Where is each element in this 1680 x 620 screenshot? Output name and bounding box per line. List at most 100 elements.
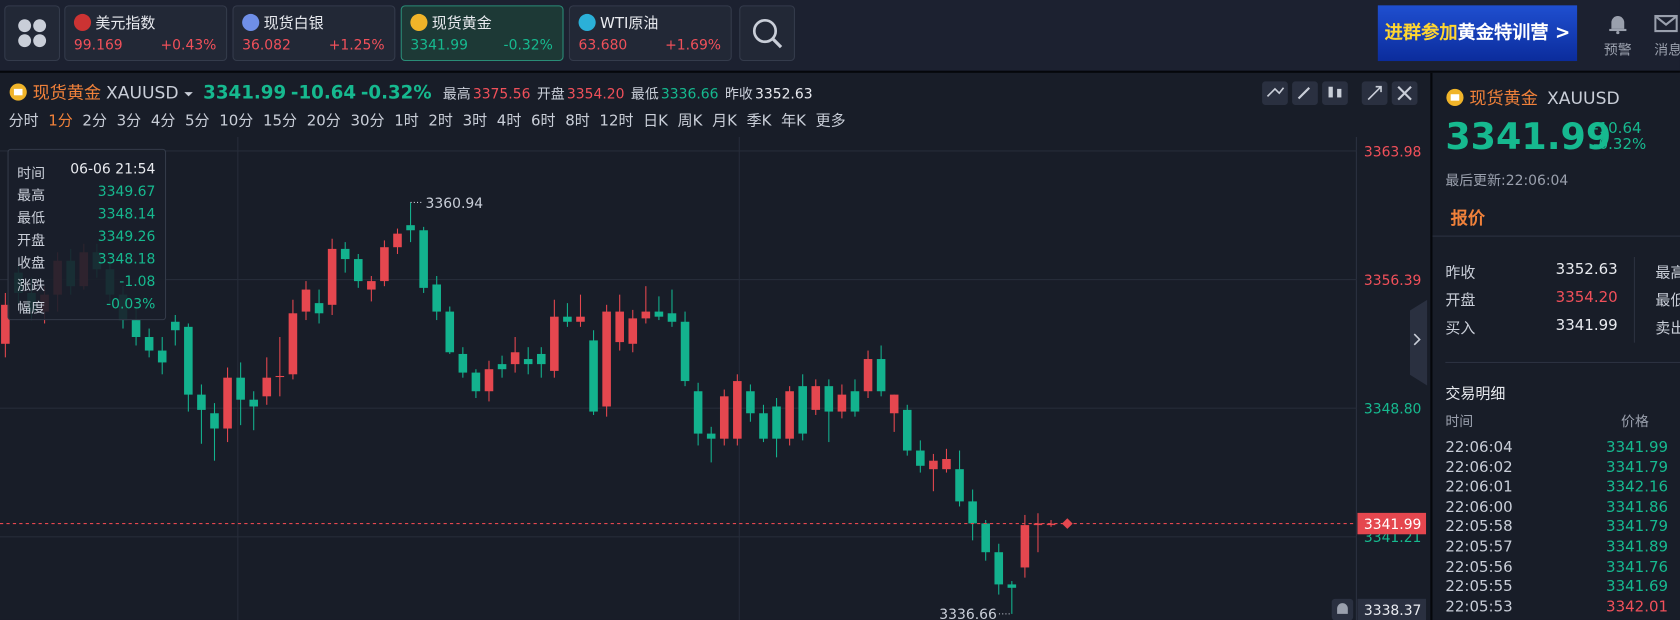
candle-body bbox=[719, 396, 729, 439]
period-tab[interactable]: 3分 bbox=[116, 112, 142, 130]
tool-button[interactable] bbox=[1262, 81, 1288, 105]
trade-time: 22:06:02 bbox=[1445, 458, 1513, 477]
candle-body bbox=[367, 281, 376, 290]
ticker-card[interactable]: 现货白银 36.082 +1.25% bbox=[232, 5, 396, 62]
period-tab[interactable]: 10分 bbox=[219, 112, 254, 130]
period-tab[interactable]: 15分 bbox=[262, 112, 298, 130]
period-tab[interactable]: 日K bbox=[643, 112, 668, 130]
candle-body bbox=[1, 304, 10, 344]
tooltip-label: 最高 bbox=[17, 188, 46, 205]
tooltip-value: 3348.18 bbox=[97, 251, 156, 268]
period-tab[interactable]: 8时 bbox=[565, 112, 590, 130]
trade-price: 3341.99 bbox=[1606, 439, 1669, 457]
candle-body bbox=[184, 326, 193, 395]
quote-tab[interactable]: 报价 bbox=[1450, 207, 1485, 229]
candle-body bbox=[824, 386, 834, 412]
plot-area: 3363.983356.393348.803341.213360.943336.… bbox=[0, 144, 1427, 620]
candle-body bbox=[445, 311, 455, 353]
trade-price: 3342.01 bbox=[1606, 598, 1669, 616]
period-tab[interactable]: 年K bbox=[781, 112, 806, 130]
quote-value: 3341.99 bbox=[1555, 316, 1618, 335]
period-tab[interactable]: 3时 bbox=[462, 112, 488, 130]
y-tick-label: 3356.39 bbox=[1364, 273, 1422, 289]
side-title: 现货黄金 XAUUSD bbox=[1445, 84, 1620, 110]
ticker-card[interactable]: WTI原油 63.680 +1.69% bbox=[568, 5, 732, 62]
period-tab[interactable]: 1分 bbox=[48, 112, 73, 130]
candle-body bbox=[798, 386, 807, 434]
trade-price: 3342.16 bbox=[1606, 478, 1669, 496]
candle-body bbox=[419, 230, 428, 288]
alert-price-box bbox=[1357, 598, 1427, 620]
ticker-name: 现货白银 bbox=[263, 14, 324, 33]
period-tab[interactable]: 20分 bbox=[306, 112, 341, 130]
side-name: 现货黄金 bbox=[1469, 87, 1538, 109]
trade-price: 3341.86 bbox=[1606, 498, 1669, 516]
candle-body bbox=[275, 375, 285, 378]
side-updated: 最后更新:22:06:04 bbox=[1445, 173, 1569, 190]
period-tab[interactable]: 4分 bbox=[150, 112, 176, 130]
period-tab[interactable]: 更多 bbox=[815, 112, 846, 130]
search-icon bbox=[752, 19, 783, 49]
quote-value: 3354.20 bbox=[1555, 289, 1618, 307]
trade-time: 22:06:01 bbox=[1445, 478, 1513, 496]
icon bbox=[1328, 86, 1333, 98]
ticker-name: WTI原油 bbox=[599, 14, 659, 33]
candle-body bbox=[667, 313, 677, 322]
period-tab[interactable]: 30分 bbox=[350, 112, 385, 130]
period-tab[interactable]: 12时 bbox=[599, 112, 634, 130]
ticker-card[interactable]: 现货黄金 3341.99 -0.32% bbox=[400, 5, 564, 62]
last-price-label: 3341.99 bbox=[1364, 517, 1422, 533]
period-tab[interactable]: 分时 bbox=[8, 112, 39, 130]
period-tab[interactable]: 4时 bbox=[496, 112, 522, 130]
candle-body bbox=[759, 413, 768, 439]
detail-column: 时间 bbox=[1445, 414, 1474, 431]
period-tab[interactable]: 5分 bbox=[185, 112, 210, 130]
alert-nav[interactable]: 预警 bbox=[1599, 13, 1638, 59]
candle-body bbox=[249, 399, 258, 407]
candle-body bbox=[340, 248, 350, 260]
candle-body bbox=[236, 377, 245, 400]
last-price-marker bbox=[1061, 518, 1073, 529]
period-tab[interactable]: 季K bbox=[746, 112, 772, 130]
candle-body bbox=[131, 320, 141, 338]
ticker-name: 现货黄金 bbox=[431, 14, 492, 33]
banner-text: 黄金特训营 > bbox=[1457, 22, 1571, 44]
ticker-price: 36.082 bbox=[242, 37, 291, 54]
candle-body bbox=[576, 316, 585, 322]
search-button[interactable] bbox=[739, 5, 795, 62]
candle-body bbox=[157, 350, 167, 363]
instrument-symbol: XAUUSD bbox=[105, 82, 179, 103]
period-tab[interactable]: 周K bbox=[677, 112, 703, 130]
side-price: 3341.99 bbox=[1445, 115, 1612, 159]
tooltip-label: 最低 bbox=[17, 210, 46, 228]
dropdown-icon[interactable] bbox=[183, 88, 194, 99]
bell-icon bbox=[1337, 603, 1348, 614]
trade-time: 22:05:55 bbox=[1445, 578, 1513, 596]
period-tab[interactable]: 2时 bbox=[428, 112, 453, 130]
candle-body bbox=[654, 311, 664, 317]
tooltip-value: 3348.14 bbox=[97, 206, 156, 223]
candle-body bbox=[602, 311, 611, 407]
period-tab[interactable]: 1时 bbox=[394, 112, 419, 130]
ticker-price: 3341.99 bbox=[410, 37, 468, 54]
menu-button[interactable] bbox=[4, 5, 60, 62]
period-tab[interactable]: 6时 bbox=[530, 112, 556, 130]
collapse-handle[interactable] bbox=[1409, 299, 1428, 386]
icon bbox=[1266, 87, 1285, 97]
stat-value: 3352.63 bbox=[754, 86, 813, 103]
tool-buttons bbox=[1262, 81, 1418, 105]
period-tab[interactable]: 月K bbox=[712, 112, 737, 130]
ticker-icon bbox=[242, 13, 260, 32]
candle-body bbox=[197, 394, 206, 410]
stat-label: 开盘 bbox=[536, 86, 565, 103]
tool-button[interactable] bbox=[1322, 81, 1348, 105]
icon bbox=[1337, 88, 1342, 98]
candle-body bbox=[393, 233, 402, 248]
ticker-card[interactable]: 美元指数 99.169 +0.43% bbox=[64, 5, 228, 62]
ticker-icon bbox=[73, 13, 92, 32]
promo-banner[interactable]: 进群参加黄金特训营 > bbox=[1377, 5, 1578, 62]
tooltip-value: 3349.26 bbox=[97, 229, 156, 246]
period-tab[interactable]: 2分 bbox=[82, 112, 107, 130]
message-nav[interactable]: 消息 bbox=[1654, 13, 1680, 59]
